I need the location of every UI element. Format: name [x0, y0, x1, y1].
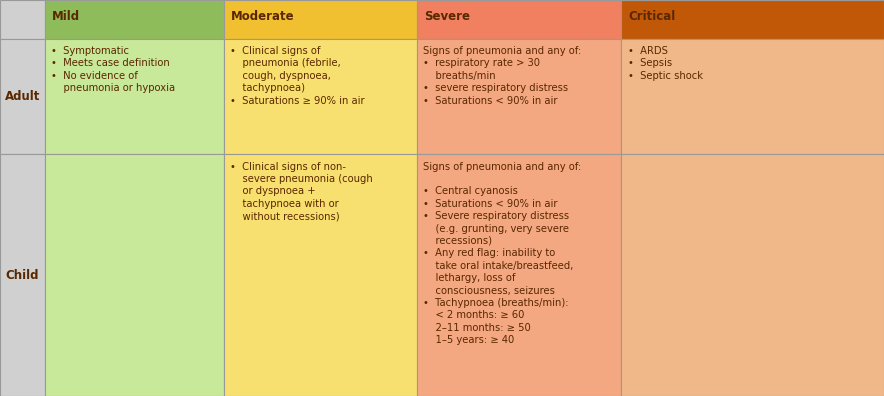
Bar: [45, 154, 224, 396]
Bar: [621, 0, 884, 39]
Text: Adult: Adult: [5, 90, 41, 103]
Bar: [417, 154, 621, 396]
Text: Severe: Severe: [424, 10, 470, 23]
Bar: [417, 0, 621, 39]
Bar: [621, 154, 884, 396]
Text: •  ARDS
•  Sepsis
•  Septic shock: • ARDS • Sepsis • Septic shock: [628, 46, 703, 81]
Text: Moderate: Moderate: [231, 10, 294, 23]
Text: Critical: Critical: [629, 10, 675, 23]
Text: Mild: Mild: [52, 10, 80, 23]
Bar: [224, 39, 417, 154]
Bar: [417, 39, 621, 154]
Bar: [0, 0, 45, 39]
Bar: [224, 154, 417, 396]
Text: •  Clinical signs of non-
    severe pneumonia (cough
    or dyspnoea +
    tach: • Clinical signs of non- severe pneumoni…: [230, 162, 372, 221]
Text: •  Clinical signs of
    pneumonia (febrile,
    cough, dyspnoea,
    tachypnoea: • Clinical signs of pneumonia (febrile, …: [230, 46, 364, 106]
Bar: [0, 154, 45, 396]
Text: •  Symptomatic
•  Meets case definition
•  No evidence of
    pneumonia or hypox: • Symptomatic • Meets case definition • …: [51, 46, 175, 93]
Text: Signs of pneumonia and any of:

•  Central cyanosis
•  Saturations < 90% in air
: Signs of pneumonia and any of: • Central…: [423, 162, 582, 345]
Text: Signs of pneumonia and any of:
•  respiratory rate > 30
    breaths/min
•  sever: Signs of pneumonia and any of: • respira…: [423, 46, 582, 106]
Bar: [224, 0, 417, 39]
Bar: [45, 39, 224, 154]
Bar: [0, 39, 45, 154]
Text: Child: Child: [5, 269, 39, 282]
Bar: [621, 39, 884, 154]
Bar: [45, 0, 224, 39]
